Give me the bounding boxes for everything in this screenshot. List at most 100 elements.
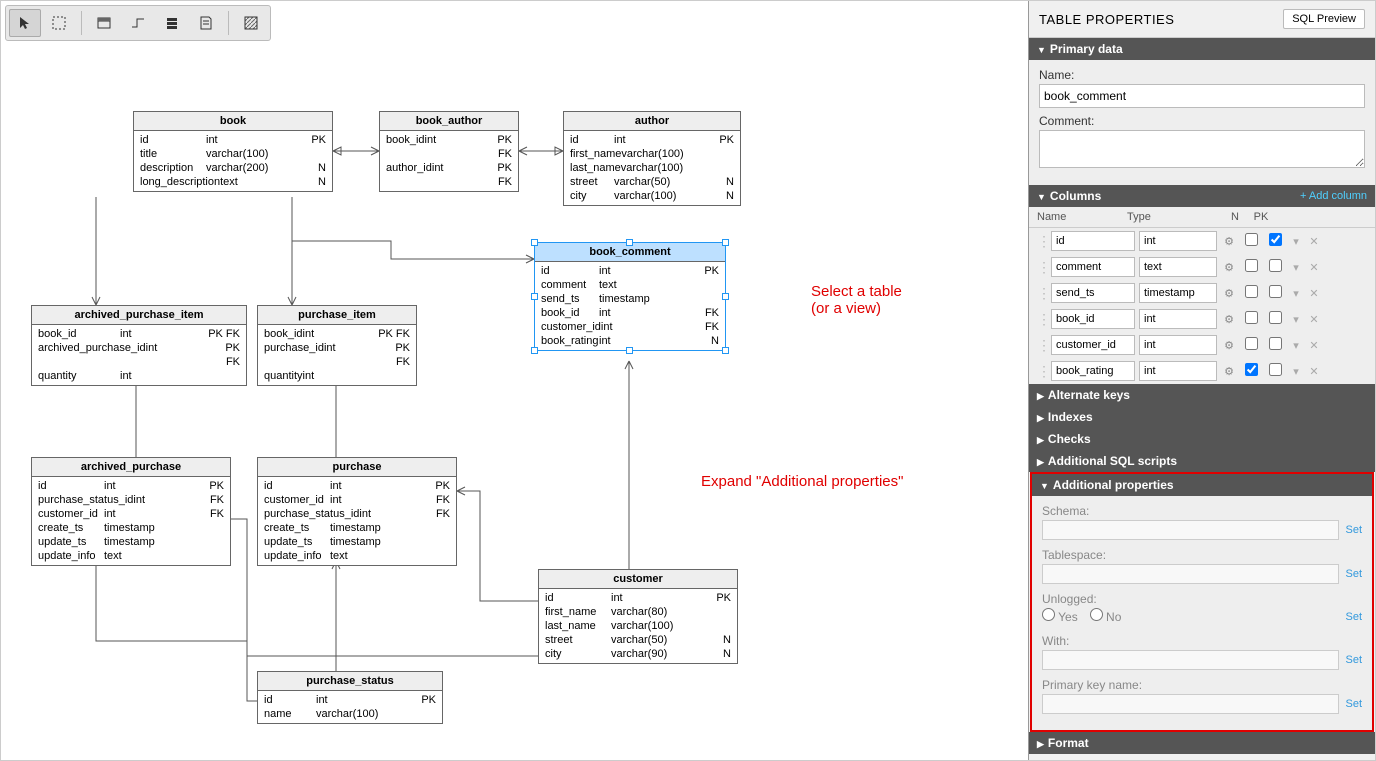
column-type-input[interactable] xyxy=(1139,231,1217,251)
drag-handle-icon[interactable]: ⋮ xyxy=(1037,259,1047,276)
unlogged-no[interactable] xyxy=(1090,608,1103,621)
column-row: ⋮ ⚙ ▾ ✕ xyxy=(1029,358,1375,384)
columns-header: Name Type N PK xyxy=(1029,207,1375,228)
column-name-input[interactable] xyxy=(1051,361,1135,381)
er-table-author[interactable]: authoridintPKfirst_namevarchar(100)last_… xyxy=(563,111,741,206)
er-column: book_idintFK xyxy=(535,306,725,320)
pkname-input[interactable] xyxy=(1042,694,1339,714)
er-table-book[interactable]: bookidintPKtitlevarchar(100)descriptionv… xyxy=(133,111,333,192)
column-name-input[interactable] xyxy=(1051,283,1135,303)
nullable-checkbox[interactable] xyxy=(1245,363,1258,376)
er-table-purchase_item[interactable]: purchase_itembook_idintPK FKpurchase_idi… xyxy=(257,305,417,386)
column-name-input[interactable] xyxy=(1051,231,1135,251)
er-column: book_ratingintN xyxy=(535,334,725,348)
pk-checkbox[interactable] xyxy=(1269,233,1282,246)
tablespace-input[interactable] xyxy=(1042,564,1339,584)
pkname-set[interactable]: Set xyxy=(1345,698,1362,710)
gear-icon[interactable]: ⚙ xyxy=(1221,285,1237,301)
er-table-archived_purchase[interactable]: archived_purchaseidintPKpurchase_status_… xyxy=(31,457,231,566)
nullable-checkbox[interactable] xyxy=(1245,285,1258,298)
comment-input[interactable] xyxy=(1039,130,1365,168)
pk-checkbox[interactable] xyxy=(1269,285,1282,298)
with-set[interactable]: Set xyxy=(1345,654,1362,666)
delete-icon[interactable]: ✕ xyxy=(1307,365,1321,378)
schema-set[interactable]: Set xyxy=(1345,524,1362,536)
er-table-title: purchase_status xyxy=(258,672,442,691)
er-column: idintPK xyxy=(258,479,456,493)
delete-icon[interactable]: ✕ xyxy=(1307,313,1321,326)
chevron-down-icon[interactable]: ▾ xyxy=(1289,287,1303,300)
pk-checkbox[interactable] xyxy=(1269,259,1282,272)
er-table-title: author xyxy=(564,112,740,131)
pk-checkbox[interactable] xyxy=(1269,363,1282,376)
nullable-checkbox[interactable] xyxy=(1245,311,1258,324)
er-column: last_namevarchar(100) xyxy=(564,161,740,175)
er-column: update_infotext xyxy=(258,549,456,563)
column-row: ⋮ ⚙ ▾ ✕ xyxy=(1029,254,1375,280)
chevron-down-icon[interactable]: ▾ xyxy=(1289,261,1303,274)
delete-icon[interactable]: ✕ xyxy=(1307,287,1321,300)
drag-handle-icon[interactable]: ⋮ xyxy=(1037,233,1047,250)
er-table-archived_purchase_item[interactable]: archived_purchase_itembook_idintPK FKarc… xyxy=(31,305,247,386)
gear-icon[interactable]: ⚙ xyxy=(1221,233,1237,249)
drag-handle-icon[interactable]: ⋮ xyxy=(1037,363,1047,380)
nullable-checkbox[interactable] xyxy=(1245,337,1258,350)
drag-handle-icon[interactable]: ⋮ xyxy=(1037,285,1047,302)
chevron-down-icon[interactable]: ▾ xyxy=(1289,235,1303,248)
column-name-input[interactable] xyxy=(1051,335,1135,355)
column-row: ⋮ ⚙ ▾ ✕ xyxy=(1029,332,1375,358)
column-type-input[interactable] xyxy=(1139,257,1217,277)
chevron-down-icon[interactable]: ▾ xyxy=(1289,365,1303,378)
pk-checkbox[interactable] xyxy=(1269,311,1282,324)
er-table-book_comment[interactable]: book_commentidintPKcommenttextsend_tstim… xyxy=(534,242,726,351)
er-column: author_idintPK FK xyxy=(380,161,518,189)
pk-checkbox[interactable] xyxy=(1269,337,1282,350)
column-type-input[interactable] xyxy=(1139,335,1217,355)
comment-label: Comment: xyxy=(1039,114,1365,128)
add-column-button[interactable]: + Add column xyxy=(1300,190,1367,202)
gear-icon[interactable]: ⚙ xyxy=(1221,311,1237,327)
section-additional-sql[interactable]: ▶Additional SQL scripts xyxy=(1029,450,1375,472)
section-format[interactable]: ▶Format xyxy=(1029,732,1375,754)
unlogged-yes[interactable] xyxy=(1042,608,1055,621)
section-columns[interactable]: ▼Columns + Add column xyxy=(1029,185,1375,207)
er-column: idintPK xyxy=(32,479,230,493)
delete-icon[interactable]: ✕ xyxy=(1307,261,1321,274)
section-checks[interactable]: ▶Checks xyxy=(1029,428,1375,450)
chevron-down-icon[interactable]: ▾ xyxy=(1289,339,1303,352)
unlogged-set[interactable]: Set xyxy=(1345,611,1362,623)
sql-preview-button[interactable]: SQL Preview xyxy=(1283,9,1365,29)
er-table-purchase_status[interactable]: purchase_statusidintPKnamevarchar(100) xyxy=(257,671,443,724)
column-type-input[interactable] xyxy=(1139,309,1217,329)
section-indexes[interactable]: ▶Indexes xyxy=(1029,406,1375,428)
schema-input[interactable] xyxy=(1042,520,1339,540)
section-alternate-keys[interactable]: ▶Alternate keys xyxy=(1029,384,1375,406)
er-table-customer[interactable]: customeridintPKfirst_namevarchar(80)last… xyxy=(538,569,738,664)
nullable-checkbox[interactable] xyxy=(1245,259,1258,272)
column-name-input[interactable] xyxy=(1051,309,1135,329)
section-additional-properties[interactable]: ▼Additional properties xyxy=(1032,474,1372,496)
properties-panel: TABLE PROPERTIES SQL Preview ▼Primary da… xyxy=(1028,1,1375,760)
er-column: cityvarchar(90)N xyxy=(539,647,737,661)
drag-handle-icon[interactable]: ⋮ xyxy=(1037,337,1047,354)
tablespace-set[interactable]: Set xyxy=(1345,568,1362,580)
column-type-input[interactable] xyxy=(1139,361,1217,381)
name-input[interactable] xyxy=(1039,84,1365,108)
er-table-title: book xyxy=(134,112,332,131)
section-primary-data[interactable]: ▼Primary data xyxy=(1029,38,1375,60)
er-column: last_namevarchar(100) xyxy=(539,619,737,633)
gear-icon[interactable]: ⚙ xyxy=(1221,363,1237,379)
delete-icon[interactable]: ✕ xyxy=(1307,339,1321,352)
gear-icon[interactable]: ⚙ xyxy=(1221,337,1237,353)
column-name-input[interactable] xyxy=(1051,257,1135,277)
er-table-book_author[interactable]: book_authorbook_idintPK FKauthor_idintPK… xyxy=(379,111,519,192)
chevron-down-icon[interactable]: ▾ xyxy=(1289,313,1303,326)
gear-icon[interactable]: ⚙ xyxy=(1221,259,1237,275)
column-type-input[interactable] xyxy=(1139,283,1217,303)
annotation-select: Select a table (or a view) xyxy=(811,283,902,317)
delete-icon[interactable]: ✕ xyxy=(1307,235,1321,248)
er-table-purchase[interactable]: purchaseidintPKcustomer_idintFKpurchase_… xyxy=(257,457,457,566)
nullable-checkbox[interactable] xyxy=(1245,233,1258,246)
drag-handle-icon[interactable]: ⋮ xyxy=(1037,311,1047,328)
with-input[interactable] xyxy=(1042,650,1339,670)
